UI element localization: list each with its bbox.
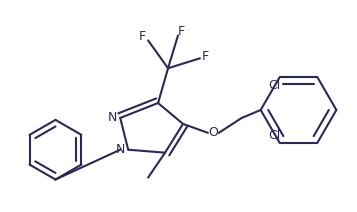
Text: N: N <box>107 112 117 124</box>
Text: Cl: Cl <box>268 129 281 142</box>
Text: F: F <box>177 25 185 38</box>
Text: F: F <box>139 30 146 43</box>
Text: O: O <box>208 126 218 139</box>
Text: N: N <box>116 143 125 156</box>
Text: F: F <box>201 50 208 63</box>
Text: Cl: Cl <box>268 79 281 92</box>
